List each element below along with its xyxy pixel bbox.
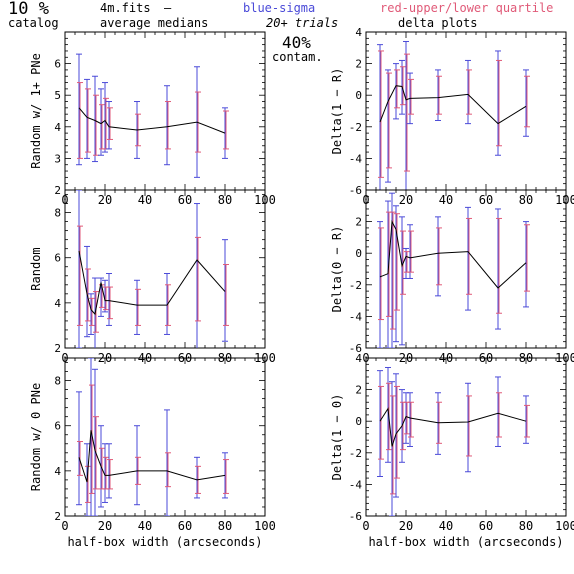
x-tick-label: 100 [254, 519, 276, 533]
y-tick-label: -4 [349, 478, 363, 491]
series-data [76, 358, 229, 516]
x-tick-label: 60 [479, 519, 493, 533]
y-axis-label: Random [29, 247, 43, 290]
x-tick-label: 60 [178, 519, 192, 533]
y-tick-label: 6 [54, 252, 61, 265]
x-tick-label: 60 [479, 193, 493, 207]
y-tick-label: -4 [349, 152, 363, 165]
x-tick-label: 20 [399, 519, 413, 533]
y-tick-label: 3 [54, 152, 61, 165]
x-tick-label: 40 [439, 193, 453, 207]
y-tick-label: 6 [54, 58, 61, 71]
x-tick-label: 0 [61, 519, 68, 533]
y-tick-label: 4 [355, 26, 362, 39]
y-axis-label: Random w/ 1+ PNe [29, 53, 43, 169]
x-tick-label: 20 [98, 519, 112, 533]
header-catalog: catalog [8, 16, 59, 30]
header-trials: 20+ trials [266, 16, 338, 30]
x-tick-label: 80 [519, 193, 533, 207]
x-tick-label: 100 [555, 519, 574, 533]
y-axis-label: Delta(1 − 0) [330, 394, 344, 481]
header-dash: – [164, 1, 172, 15]
header-medians: average medians [100, 16, 208, 30]
x-axis-label: half-box width (arcseconds) [67, 535, 262, 549]
x-tick-label: 40 [138, 519, 152, 533]
header-contam-pct: 40% [282, 33, 311, 52]
series-data [76, 190, 229, 348]
y-tick-label: 2 [54, 184, 61, 197]
y-tick-label: 2 [355, 58, 362, 71]
y-tick-label: -2 [349, 121, 362, 134]
header-percent: 10 % [8, 0, 49, 19]
y-axis-label: Random w/ 0 PNe [29, 383, 43, 491]
y-axis-label: Delta(1 − R) [330, 68, 344, 155]
y-tick-label: -4 [349, 310, 363, 323]
y-tick-label: 2 [54, 342, 61, 355]
median-line [78, 250, 226, 316]
y-tick-label: -2 [349, 279, 362, 292]
y-tick-label: 2 [355, 216, 362, 229]
y-tick-label: 6 [54, 420, 61, 433]
series-data [377, 366, 530, 516]
y-tick-label: 2 [355, 384, 362, 397]
x-tick-label: 20 [98, 193, 112, 207]
median-line [379, 85, 527, 125]
y-tick-label: 4 [355, 352, 362, 365]
y-tick-label: 8 [54, 375, 61, 388]
x-tick-label: 80 [519, 519, 533, 533]
x-tick-label: 20 [399, 193, 413, 207]
header-file: 4m.fits [100, 1, 151, 15]
x-tick-label: 80 [218, 519, 232, 533]
y-tick-label: -2 [349, 447, 362, 460]
y-tick-label: 4 [54, 297, 61, 310]
header-quartile: red-upper/lower quartile [380, 1, 553, 15]
x-tick-label: 80 [218, 193, 232, 207]
series-data [377, 192, 530, 348]
series-data [76, 53, 229, 178]
x-tick-label: 0 [362, 519, 369, 533]
panel-p5: 0 20 40 60 80 100 2 4 6 8 Random w/ 0 PNe half-box … [29, 357, 276, 549]
series-data [377, 40, 530, 190]
median-line [78, 107, 226, 134]
y-tick-label: 0 [355, 247, 362, 260]
y-tick-label: 2 [54, 510, 61, 523]
y-tick-label: 0 [355, 89, 362, 102]
median-line [379, 219, 527, 289]
header-sigma: blue-sigma [243, 1, 315, 15]
header-delta: delta plots [398, 16, 477, 30]
y-tick-label: 8 [54, 207, 61, 220]
y-tick-label: 4 [54, 121, 61, 134]
y-tick-label: -6 [349, 342, 362, 355]
x-tick-label: 60 [178, 193, 192, 207]
y-tick-label: 4 [54, 465, 61, 478]
header-contam: contam. [272, 50, 323, 64]
panel-p6: 0 20 40 60 80 100 -6 -4 -2 0 2 4 Delta(1 − 0) half-bo… [330, 352, 574, 549]
x-axis-label: half-box width (arcseconds) [368, 535, 563, 549]
x-tick-label: 100 [555, 193, 574, 207]
median-line [379, 407, 527, 447]
x-tick-label: 40 [138, 193, 152, 207]
y-tick-label: -6 [349, 184, 362, 197]
y-tick-label: 5 [54, 89, 61, 102]
y-axis-label: Delta(0 − R) [330, 226, 344, 313]
y-tick-label: -6 [349, 510, 362, 523]
x-tick-label: 40 [439, 519, 453, 533]
median-line [78, 430, 226, 483]
y-tick-label: 0 [355, 415, 362, 428]
